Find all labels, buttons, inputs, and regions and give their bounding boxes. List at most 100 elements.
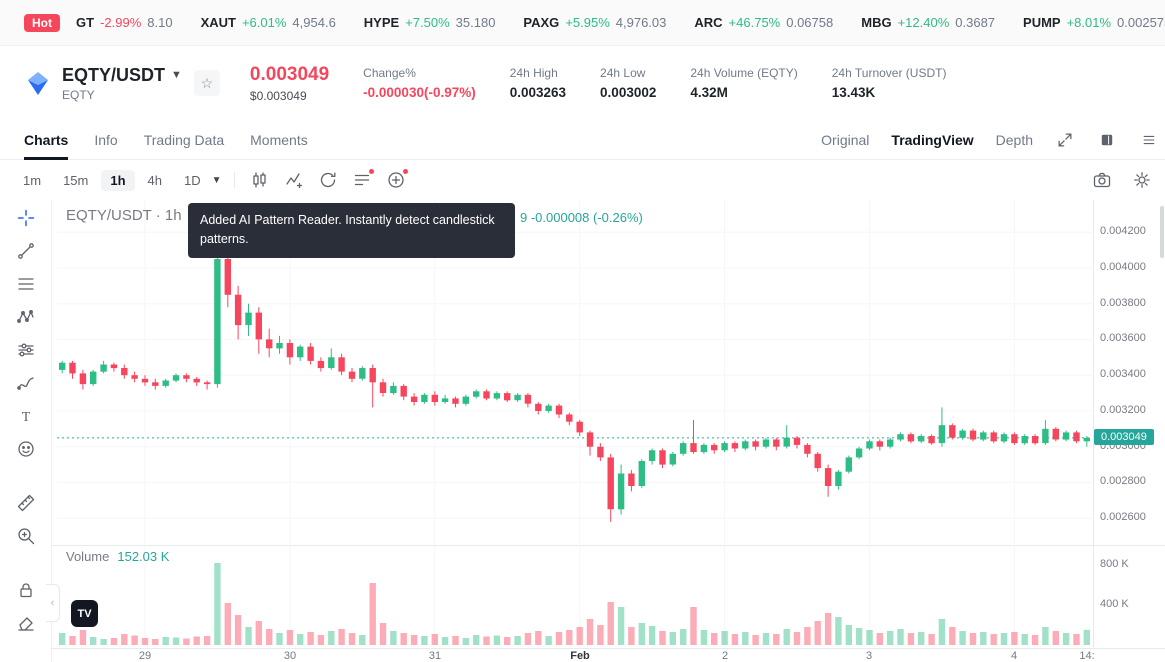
lock-icon[interactable] — [11, 575, 41, 605]
fullscreen-icon[interactable] — [1055, 130, 1075, 150]
hot-badge[interactable]: Hot — [24, 13, 60, 32]
high-value: 0.003263 — [509, 85, 567, 100]
interval-dropdown-icon[interactable]: ▼ — [211, 174, 222, 186]
tab-original[interactable]: Original — [821, 131, 870, 148]
scrollbar[interactable] — [1160, 206, 1164, 258]
text-tool-icon[interactable]: T — [11, 401, 41, 431]
time-axis-label: 14: — [1079, 650, 1095, 662]
volume-value: 4.32M — [690, 85, 728, 100]
change-value: -0.000030(-0.97%) — [363, 85, 476, 100]
ticker-item-gt[interactable]: GT -2.99% 8.10 — [76, 15, 173, 30]
menu-burger-icon[interactable] — [1139, 130, 1159, 150]
chevron-down-icon: ▼ — [171, 69, 182, 81]
tab-info[interactable]: Info — [94, 131, 118, 148]
ticker-item-mbg[interactable]: MBG +12.40% 0.3687 — [861, 15, 995, 30]
ticker-change: -2.99% — [100, 15, 142, 30]
tradingview-logo[interactable]: TV — [71, 600, 98, 627]
price-chart-canvas[interactable] — [57, 200, 1092, 545]
templates-icon[interactable] — [349, 167, 375, 193]
pair-header: EQTY/USDT ▼ EQTY ☆ 0.003049 $0.003049 Ch… — [0, 46, 1165, 120]
pair-selector[interactable]: EQTY/USDT ▼ — [62, 65, 182, 86]
xabcd-pattern-icon[interactable] — [11, 302, 41, 332]
drawing-toolbar: T — [0, 200, 52, 662]
settings-gear-icon[interactable] — [1129, 167, 1155, 193]
price-axis-label: 0.002600 — [1100, 511, 1146, 523]
tab-charts[interactable]: Charts — [24, 131, 69, 160]
tab-trading-data[interactable]: Trading Data — [143, 131, 225, 148]
price-axis-label: 0.004200 — [1100, 225, 1146, 237]
pane-divider[interactable] — [52, 545, 1165, 546]
pair-title: EQTY/USDT — [62, 64, 166, 85]
emoji-icon[interactable] — [11, 434, 41, 464]
interval-group: 1m 15m 1h 4h 1D — [14, 169, 210, 191]
collapse-toolbar-button[interactable]: ‹ — [46, 584, 60, 622]
interval-1h[interactable]: 1h — [101, 169, 135, 191]
ticker-price: 35.180 — [455, 15, 496, 30]
time-axis-label: 4 — [1010, 650, 1018, 662]
compare-refresh-icon[interactable] — [315, 167, 341, 193]
stat-low: 24h Low 0.003002 — [600, 66, 656, 100]
ticker-symbol: PUMP — [1023, 15, 1061, 30]
tab-bar: Charts Info Trading Data Moments Original Tr… — [0, 120, 1165, 160]
ticker-symbol: PAXG — [523, 15, 560, 30]
favorite-star-button[interactable]: ☆ — [193, 70, 220, 96]
high-label: 24h High — [509, 66, 558, 80]
toolbar-divider — [233, 172, 235, 188]
last-price-tag: 0.003049 — [1094, 429, 1154, 445]
volume-chart-canvas[interactable] — [57, 545, 1092, 645]
ticker-price: 0.3687 — [955, 15, 996, 30]
interval-15m[interactable]: 15m — [54, 170, 97, 191]
fib-retracement-icon[interactable] — [11, 269, 41, 299]
indicators-icon[interactable] — [281, 167, 307, 193]
add-indicator-icon[interactable] — [383, 167, 409, 193]
ticker-item-xaut[interactable]: XAUT +6.01% 4,954.6 — [201, 15, 336, 30]
candle-style-icon[interactable] — [247, 167, 273, 193]
ticker-symbol: ARC — [694, 15, 723, 30]
camera-icon[interactable] — [1089, 167, 1115, 193]
svg-text:T: T — [21, 410, 30, 425]
ticker-item-hype[interactable]: HYPE +7.50% 35.180 — [364, 15, 496, 30]
time-axis-label: Feb — [570, 650, 590, 662]
volume-axis-label: 800 K — [1100, 558, 1129, 570]
tab-group-left: Charts Info Trading Data Moments — [24, 131, 308, 160]
chart-tool-group-right — [1089, 167, 1155, 193]
chart-toolbar: 1m 15m 1h 4h 1D ▼ — [0, 160, 1165, 200]
price-axis-label: 0.003400 — [1100, 368, 1146, 380]
volume-axis-label: 400 K — [1100, 598, 1129, 610]
price-axis-label: 0.003800 — [1100, 297, 1146, 309]
magnifier-icon[interactable] — [11, 521, 41, 551]
low-value: 0.003002 — [600, 85, 657, 100]
tab-depth[interactable]: Depth — [995, 131, 1033, 148]
price-axis-label: 0.004000 — [1100, 261, 1146, 273]
pair-block: EQTY/USDT ▼ EQTY — [62, 65, 182, 102]
ticker-change: +7.50% — [405, 15, 450, 30]
interval-4h[interactable]: 4h — [139, 170, 171, 191]
ticker-item-arc[interactable]: ARC +46.75% 0.06758 — [694, 15, 833, 30]
ticker-change: +8.01% — [1066, 15, 1112, 30]
forecast-icon[interactable] — [11, 335, 41, 365]
ruler-icon[interactable] — [11, 488, 41, 518]
turnover-label: 24h Turnover (USDT) — [831, 66, 947, 80]
ticker-symbol: HYPE — [363, 15, 400, 30]
brush-icon[interactable] — [11, 368, 41, 398]
ticker-item-pump[interactable]: PUMP +8.01% 0.002575 — [1023, 15, 1165, 30]
time-axis-label: 3 — [865, 650, 873, 662]
volume-label: 24h Volume (EQTY) — [690, 66, 798, 80]
ticker-item-paxg[interactable]: PAXG +5.95% 4,976.03 — [523, 15, 666, 30]
tab-tradingview[interactable]: TradingView — [891, 131, 974, 148]
interval-1d[interactable]: 1D — [175, 170, 210, 191]
crosshair-icon[interactable] — [11, 203, 41, 233]
eraser-icon[interactable] — [11, 608, 41, 638]
last-price: 0.003049 — [249, 63, 330, 85]
pair-base-name: EQTY — [62, 87, 95, 102]
ticker-price: 0.002575 — [1117, 15, 1165, 30]
stat-volume: 24h Volume (EQTY) 4.32M — [690, 66, 797, 100]
tab-moments[interactable]: Moments — [250, 131, 308, 148]
interval-1m[interactable]: 1m — [14, 170, 50, 191]
panel-layout-icon[interactable] — [1097, 130, 1117, 150]
ticker-symbol: XAUT — [200, 15, 236, 30]
ticker-change: +6.01% — [241, 15, 287, 30]
trend-line-icon[interactable] — [11, 236, 41, 266]
token-logo-icon — [24, 69, 52, 97]
